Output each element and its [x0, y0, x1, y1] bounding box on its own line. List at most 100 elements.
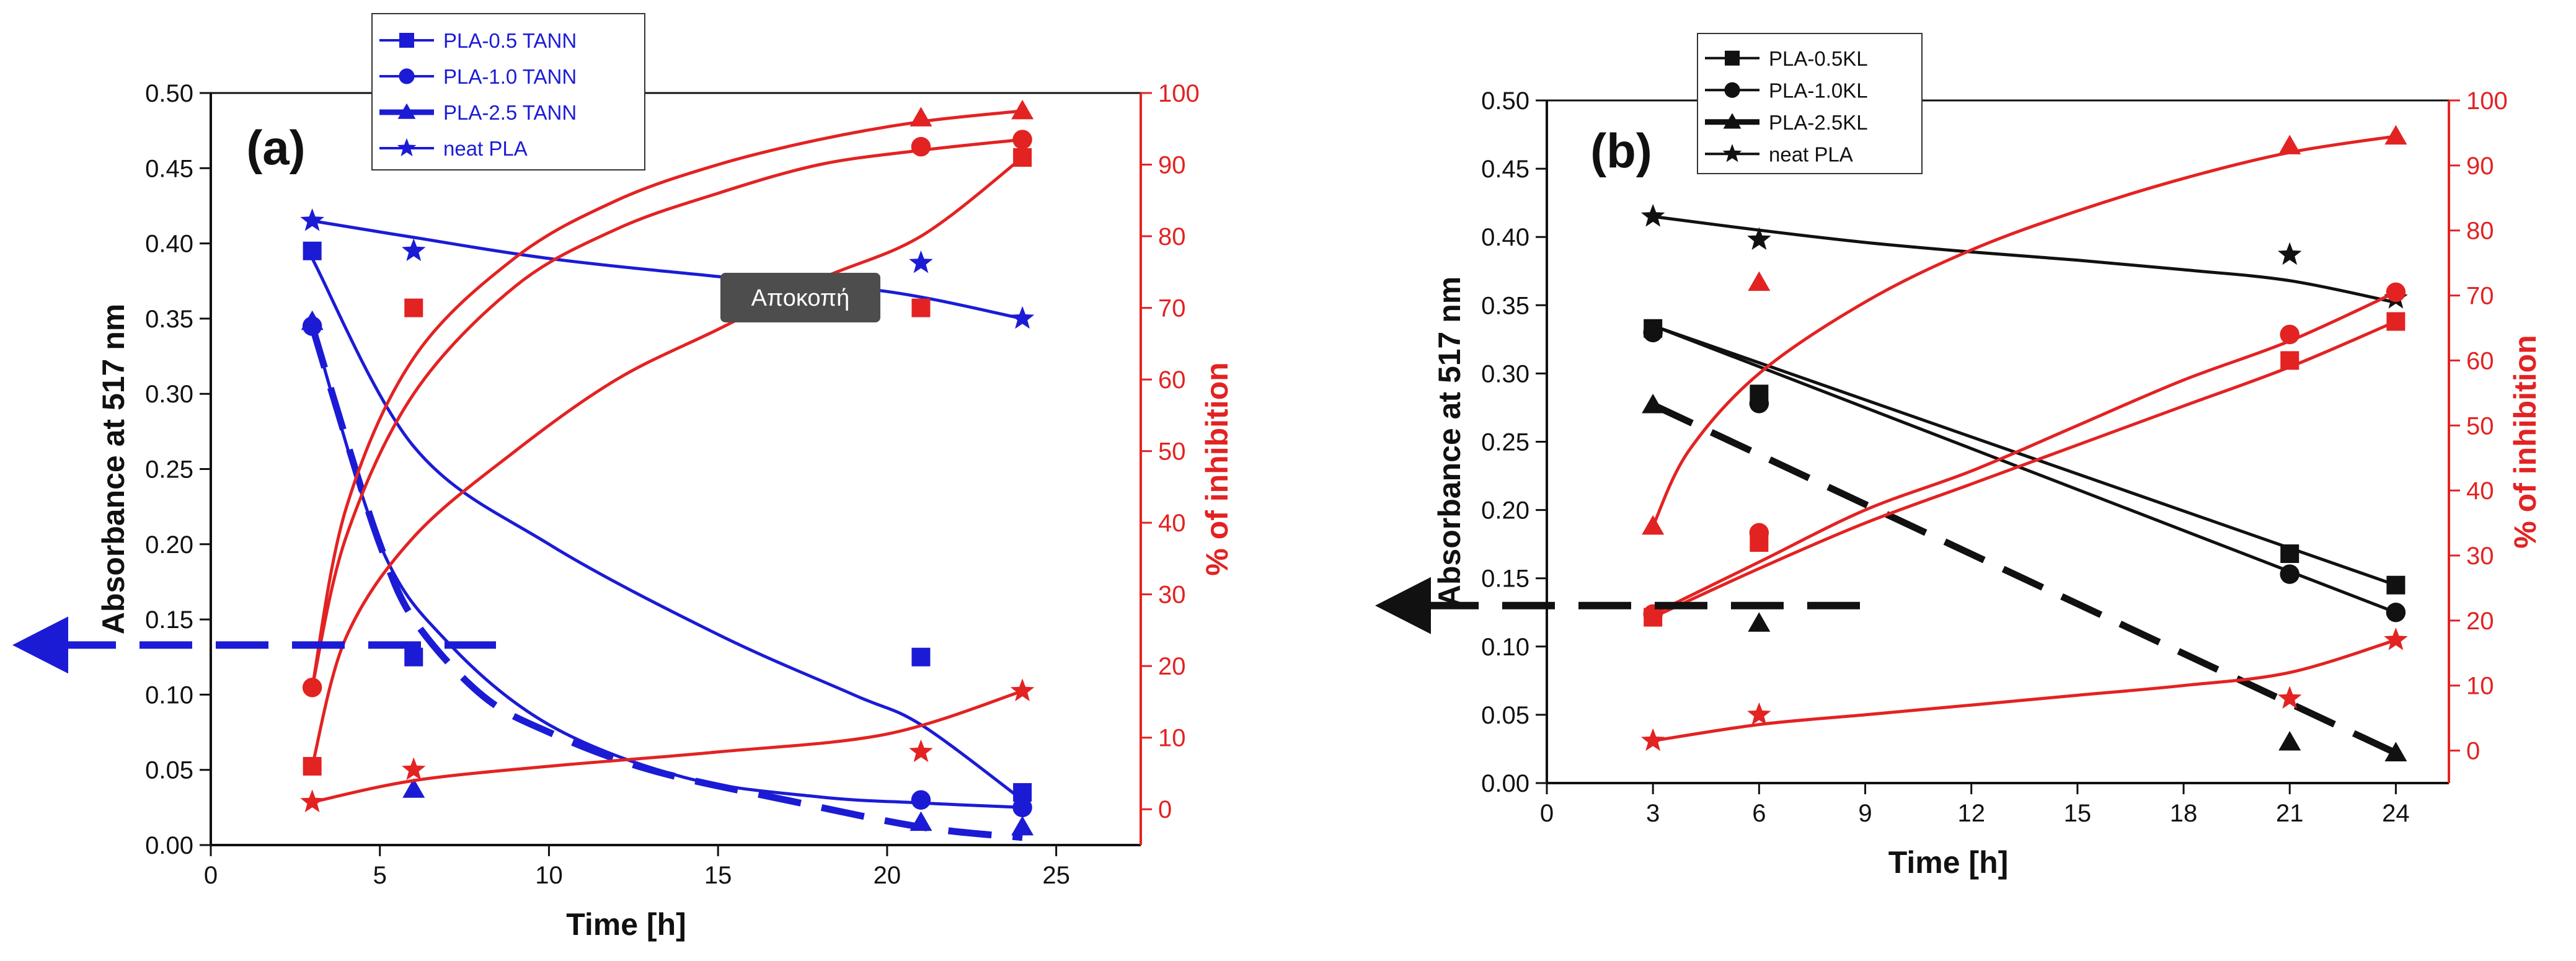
- x-axis-label: Time [h]: [1888, 845, 2009, 880]
- y-tick-label: 0.40: [145, 231, 193, 258]
- y-axis-label: Absorbance at 517 nm: [1432, 277, 1467, 608]
- y-right-tick-label: 100: [2466, 87, 2508, 115]
- square-marker: [911, 298, 931, 317]
- y-right-tick-label: 10: [2466, 673, 2494, 700]
- series-line-3: [1652, 215, 2396, 304]
- circle-marker: [1012, 797, 1032, 818]
- legend-triangle-marker: [397, 103, 416, 119]
- y-right-tick-label: 50: [1158, 438, 1186, 466]
- tooltip-box: [720, 273, 880, 322]
- legend-label: PLA-1.0KL: [1769, 79, 1868, 102]
- square-marker: [911, 647, 931, 666]
- star-marker: [1747, 702, 1771, 725]
- triangle-marker: [2278, 135, 2301, 154]
- y-tick-label: 0.05: [145, 757, 193, 784]
- x-tick-label: 15: [2064, 800, 2092, 827]
- series-line-4: [311, 156, 1024, 767]
- arrow-left-icon: [1375, 577, 1431, 634]
- star-marker: [300, 789, 324, 813]
- y-right-tick-label: 100: [1158, 80, 1200, 107]
- x-tick-label: 0: [204, 862, 218, 889]
- series-line-5: [1652, 291, 2397, 616]
- y-right-tick-label: 20: [1158, 653, 1186, 680]
- x-tick-label: 6: [1752, 800, 1766, 827]
- legend-square-marker: [399, 33, 414, 48]
- y-right-tick-label: 90: [2466, 153, 2494, 180]
- star-marker: [2278, 242, 2302, 265]
- series-line-4: [1652, 320, 2397, 619]
- y-tick-label: 0.00: [145, 832, 193, 859]
- x-axis-label: Time [h]: [566, 907, 686, 942]
- legend-label: PLA-2.5 TANN: [443, 101, 577, 124]
- star-marker: [402, 238, 426, 262]
- star-marker: [1010, 678, 1035, 701]
- y-right-axis-label: % of inhibition: [1200, 362, 1234, 575]
- y-tick-label: 0.45: [1481, 156, 1529, 183]
- triangle-marker: [1642, 394, 1665, 414]
- x-tick-label: 5: [373, 862, 387, 889]
- legend-circle-marker: [399, 68, 415, 84]
- star-marker: [300, 208, 324, 231]
- legend-label: PLA-0.5KL: [1769, 47, 1868, 70]
- y-tick-label: 0.35: [1481, 292, 1529, 319]
- y-right-tick-label: 80: [1158, 223, 1186, 250]
- y-axis-label: Absorbance at 517 nm: [96, 304, 131, 635]
- series-line-1: [1652, 324, 2397, 614]
- circle-marker: [2280, 324, 2299, 345]
- x-tick-label: 0: [1540, 800, 1554, 827]
- square-marker: [303, 241, 322, 260]
- x-tick-label: 18: [2170, 800, 2198, 827]
- series-line-3: [312, 219, 1023, 321]
- circle-marker: [2386, 282, 2406, 303]
- star-marker: [1640, 728, 1665, 751]
- legend-box: [371, 13, 645, 170]
- panel-label: (a): [246, 120, 305, 175]
- y-right-tick-label: 90: [1158, 152, 1186, 179]
- square-marker: [2280, 544, 2299, 564]
- x-tick-label: 9: [1858, 800, 1872, 827]
- series-line-6: [1651, 135, 2396, 527]
- y-tick-label: 0.10: [145, 681, 193, 709]
- y-tick-label: 0.40: [1481, 224, 1529, 251]
- y-right-tick-label: 60: [2466, 347, 2494, 374]
- y-right-tick-label: 10: [1158, 725, 1186, 752]
- x-tick-label: 25: [1042, 862, 1070, 889]
- x-tick-label: 24: [2382, 800, 2410, 827]
- y-tick-label: 0.20: [1481, 497, 1529, 525]
- y-tick-label: 0.10: [1481, 634, 1529, 661]
- y-tick-label: 0.25: [145, 456, 193, 484]
- y-right-tick-label: 0: [1158, 796, 1172, 823]
- tooltip-text: Αποκοπή: [751, 285, 850, 311]
- triangle-marker: [1748, 612, 1771, 632]
- y-right-tick-label: 40: [1158, 510, 1186, 537]
- legend-square-marker: [1725, 50, 1740, 66]
- circle-marker: [1643, 322, 1663, 343]
- series-line-0: [311, 257, 1024, 802]
- series-line-7: [1652, 638, 2397, 743]
- legend-star-marker: [1722, 144, 1742, 162]
- star-marker: [909, 250, 933, 273]
- chart-panel-b: 0.00 0.05 0.10 0.15 0.20 0.25 0.30 0.35 0.40 0.45…: [1375, 33, 2543, 880]
- series-line-6: [311, 109, 1023, 688]
- circle-marker: [2386, 603, 2406, 622]
- square-marker: [2386, 312, 2406, 331]
- circle-marker: [2280, 564, 2299, 584]
- series-line-5: [311, 138, 1023, 688]
- legend-label: neat PLA: [443, 137, 528, 160]
- y-tick-label: 0.45: [145, 155, 193, 182]
- x-tick-label: 3: [1646, 800, 1660, 827]
- x-tick-label: 20: [874, 862, 901, 889]
- series-line-1: [311, 326, 1023, 809]
- triangle-marker: [402, 778, 425, 798]
- legend-label: PLA-2.5KL: [1769, 111, 1868, 134]
- star-marker: [1010, 306, 1035, 329]
- square-marker: [303, 756, 322, 776]
- y-tick-label: 0.25: [1481, 429, 1529, 456]
- x-tick-label: 10: [535, 862, 563, 889]
- circle-marker: [302, 678, 322, 698]
- y-right-tick-label: 80: [2466, 218, 2494, 245]
- y-right-tick-label: 50: [2466, 412, 2494, 440]
- star-marker: [1747, 227, 1771, 250]
- y-tick-label: 0.05: [1481, 702, 1529, 729]
